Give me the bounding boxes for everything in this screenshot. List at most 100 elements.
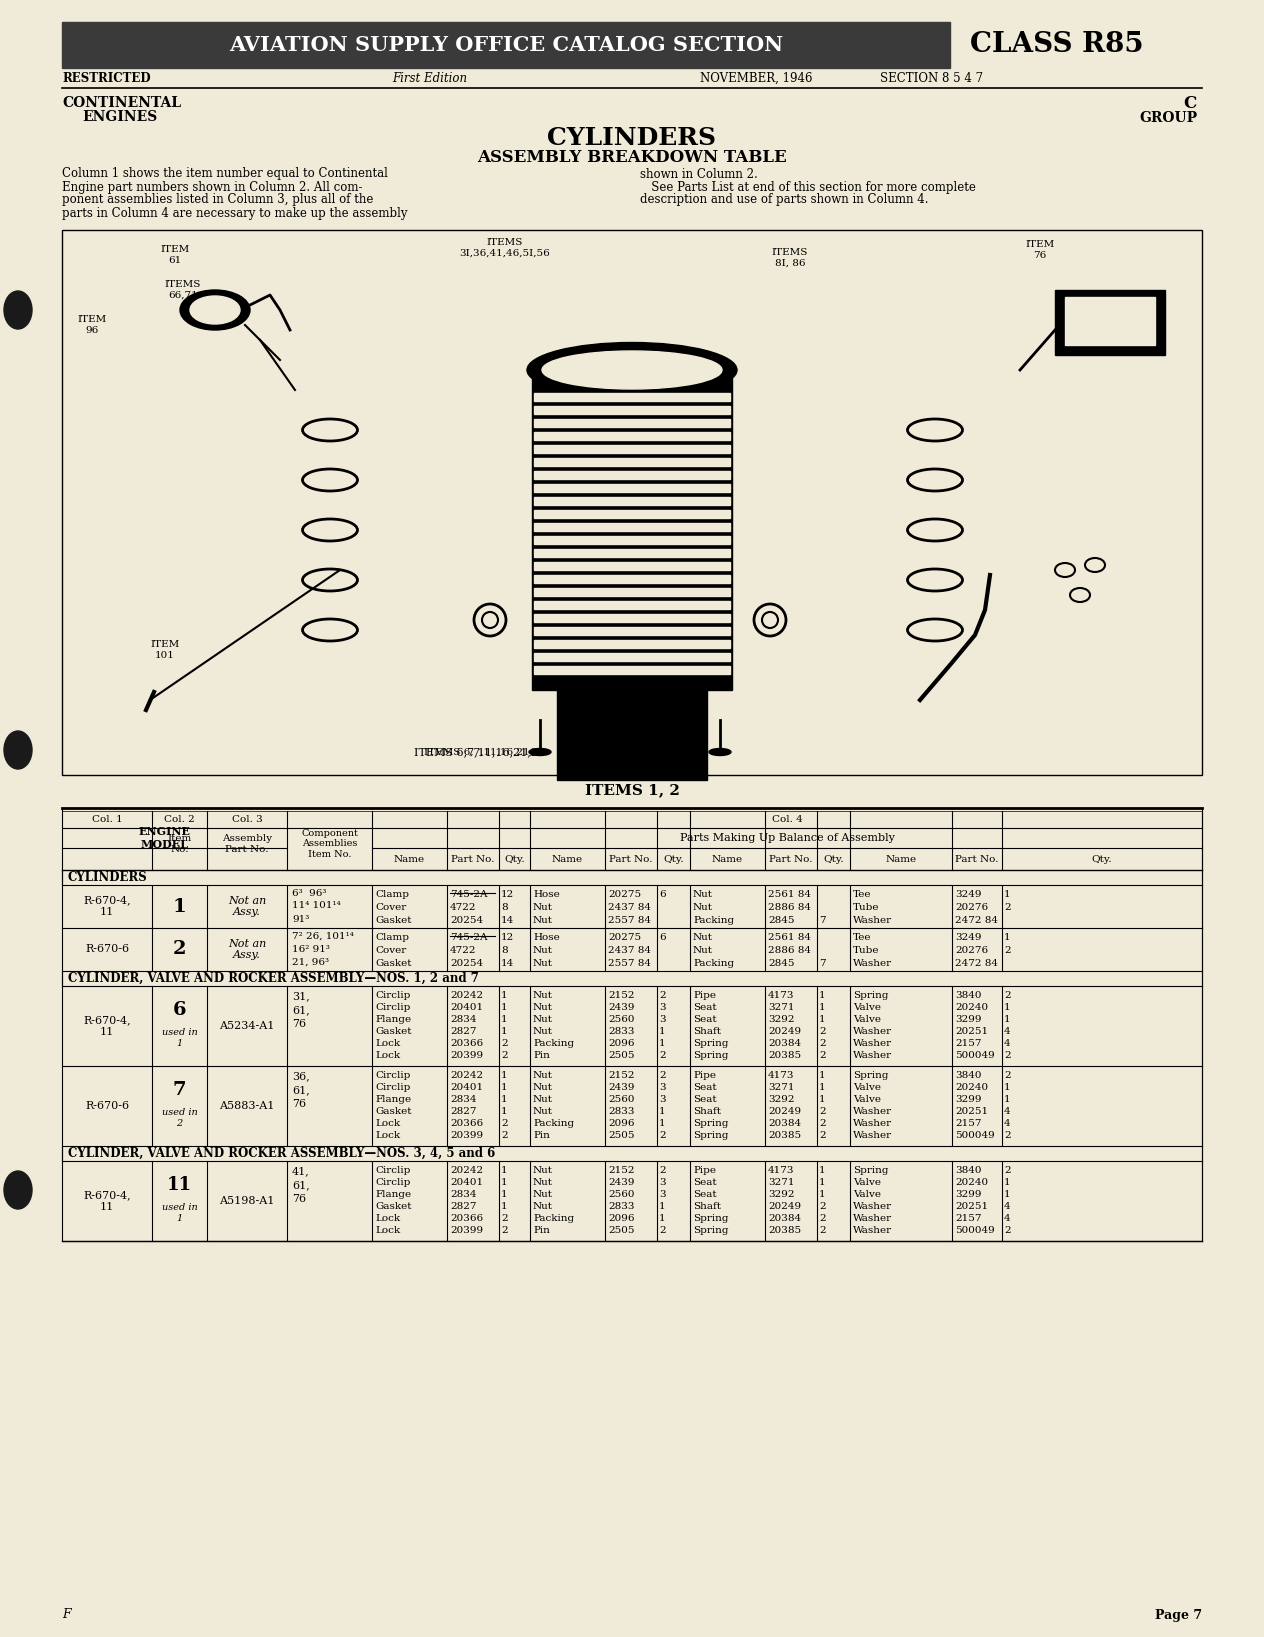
Text: 1: 1 xyxy=(501,1107,508,1116)
Text: 2096: 2096 xyxy=(608,1215,635,1223)
Text: 2560: 2560 xyxy=(608,1095,635,1103)
Text: 1: 1 xyxy=(1004,1015,1011,1025)
Text: 2: 2 xyxy=(1004,1131,1011,1139)
Text: Nut: Nut xyxy=(533,1179,554,1187)
Text: 61,: 61, xyxy=(292,1180,310,1190)
Text: 1: 1 xyxy=(501,1190,508,1198)
Text: R-670-6: R-670-6 xyxy=(85,945,129,954)
Text: 61,: 61, xyxy=(292,1085,310,1095)
Text: 2834: 2834 xyxy=(450,1190,477,1198)
Text: 6³  96³: 6³ 96³ xyxy=(292,889,326,897)
Text: Washer: Washer xyxy=(853,1202,892,1211)
Text: ITEMS
8I, 86: ITEMS 8I, 86 xyxy=(772,249,808,268)
Text: 2827: 2827 xyxy=(450,1107,477,1116)
Text: Nut: Nut xyxy=(533,946,554,954)
Text: 2834: 2834 xyxy=(450,1095,477,1103)
Text: Qty.: Qty. xyxy=(823,855,844,863)
Text: Circlip: Circlip xyxy=(375,990,411,1000)
Text: ITEMS 6,7,11,16,21,26: ITEMS 6,7,11,16,21,26 xyxy=(423,748,546,756)
Text: 4722: 4722 xyxy=(450,946,477,954)
Text: 2: 2 xyxy=(1004,946,1011,954)
Text: 3: 3 xyxy=(659,1095,666,1103)
Text: 500049: 500049 xyxy=(956,1131,995,1139)
Text: 20366: 20366 xyxy=(450,1215,483,1223)
Text: Tee: Tee xyxy=(853,933,871,941)
Text: 2: 2 xyxy=(819,1039,825,1048)
Text: Nut: Nut xyxy=(693,933,713,941)
Text: 2845: 2845 xyxy=(769,959,795,967)
Text: 2: 2 xyxy=(819,1026,825,1036)
Text: Nut: Nut xyxy=(533,990,554,1000)
Text: 2: 2 xyxy=(501,1039,508,1048)
Text: 7² 26, 101¹⁴: 7² 26, 101¹⁴ xyxy=(292,931,354,941)
Bar xyxy=(533,471,731,480)
Text: 3: 3 xyxy=(659,1003,666,1012)
Text: 2: 2 xyxy=(819,1202,825,1211)
Text: 20249: 20249 xyxy=(769,1107,801,1116)
Text: Shaft: Shaft xyxy=(693,1107,720,1116)
Bar xyxy=(63,231,1201,774)
Text: 2: 2 xyxy=(659,1166,666,1175)
Text: 2: 2 xyxy=(819,1131,825,1139)
Text: 2: 2 xyxy=(659,1071,666,1080)
Text: 2096: 2096 xyxy=(608,1039,635,1048)
Text: 1: 1 xyxy=(819,1084,825,1092)
Text: Nut: Nut xyxy=(533,1202,554,1211)
Bar xyxy=(533,406,731,414)
Text: Packing: Packing xyxy=(693,917,734,925)
Bar xyxy=(573,740,691,769)
Text: Washer: Washer xyxy=(853,959,892,967)
Text: 1: 1 xyxy=(501,1202,508,1211)
Ellipse shape xyxy=(679,748,702,756)
Text: Circlip: Circlip xyxy=(375,1179,411,1187)
Text: R-670-4,
11: R-670-4, 11 xyxy=(83,1015,130,1036)
Text: 20275: 20275 xyxy=(608,891,641,899)
Text: 2: 2 xyxy=(1004,1166,1011,1175)
Text: 2561 84: 2561 84 xyxy=(769,933,811,941)
Text: Not an
Assy.: Not an Assy. xyxy=(228,938,267,961)
Text: 2560: 2560 xyxy=(608,1190,635,1198)
Text: 91³: 91³ xyxy=(292,915,310,923)
Text: 2: 2 xyxy=(501,1120,508,1128)
Text: ITEM
9I: ITEM 9I xyxy=(1106,300,1135,319)
Text: 2886 84: 2886 84 xyxy=(769,946,811,954)
Text: AVIATION SUPPLY OFFICE CATALOG SECTION: AVIATION SUPPLY OFFICE CATALOG SECTION xyxy=(229,34,784,56)
Ellipse shape xyxy=(619,748,641,756)
Text: 2845: 2845 xyxy=(769,917,795,925)
Text: Seat: Seat xyxy=(693,1179,717,1187)
Text: Nut: Nut xyxy=(533,1026,554,1036)
Text: 2: 2 xyxy=(659,990,666,1000)
Text: Lock: Lock xyxy=(375,1039,401,1048)
Text: Spring: Spring xyxy=(693,1120,728,1128)
Text: 745-2A: 745-2A xyxy=(450,933,488,941)
Text: R-670-4,
11: R-670-4, 11 xyxy=(83,895,130,917)
Text: Col. 4: Col. 4 xyxy=(771,815,803,823)
Text: 2: 2 xyxy=(501,1215,508,1223)
Text: 3: 3 xyxy=(659,1015,666,1025)
Text: Spring: Spring xyxy=(693,1226,728,1234)
Text: Tube: Tube xyxy=(853,904,880,912)
Text: Shaft: Shaft xyxy=(693,1202,720,1211)
Text: CYLINDER, VALVE AND ROCKER ASSEMBLY—NOS. 3, 4, 5 and 6: CYLINDER, VALVE AND ROCKER ASSEMBLY—NOS.… xyxy=(68,1148,495,1161)
Bar xyxy=(557,660,707,779)
Text: ITEM
101: ITEM 101 xyxy=(150,640,179,660)
Text: Name: Name xyxy=(712,855,743,863)
Text: 20242: 20242 xyxy=(450,1166,483,1175)
Text: Washer: Washer xyxy=(853,1131,892,1139)
Text: Qty.: Qty. xyxy=(664,855,684,863)
Text: Nut: Nut xyxy=(693,904,713,912)
Text: 20254: 20254 xyxy=(450,917,483,925)
Text: ITEM
96: ITEM 96 xyxy=(77,316,106,334)
Text: Spring: Spring xyxy=(853,990,889,1000)
Text: Spring: Spring xyxy=(693,1039,728,1048)
Bar xyxy=(1055,290,1165,355)
Text: 745-2A: 745-2A xyxy=(450,891,488,899)
Text: Washer: Washer xyxy=(853,1026,892,1036)
Text: 20401: 20401 xyxy=(450,1179,483,1187)
Text: 20242: 20242 xyxy=(450,990,483,1000)
Text: Nut: Nut xyxy=(533,1015,554,1025)
Text: 4722: 4722 xyxy=(450,904,477,912)
Text: Spring: Spring xyxy=(693,1215,728,1223)
Text: 20366: 20366 xyxy=(450,1039,483,1048)
Text: Nut: Nut xyxy=(533,1071,554,1080)
